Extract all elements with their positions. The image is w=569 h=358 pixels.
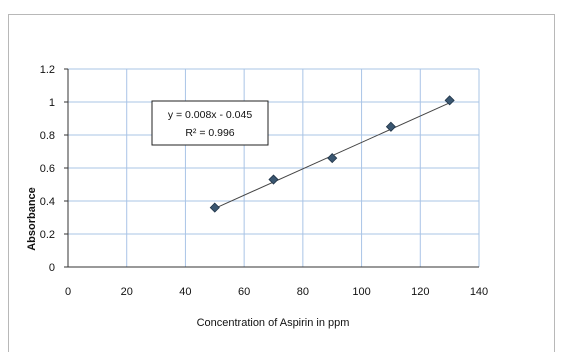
x-tick-label: 140 xyxy=(470,286,488,298)
data-points xyxy=(209,95,455,213)
equation-box: y = 0.008x - 0.045 R² = 0.996 xyxy=(151,100,269,146)
data-point xyxy=(268,174,279,185)
x-tick-label: 0 xyxy=(65,286,71,298)
y-axis-title: Absorbance xyxy=(26,187,38,251)
x-axis-title: Concentration of Aspirin in ppm xyxy=(197,317,350,329)
y-tick-label: 0.8 xyxy=(40,130,55,142)
x-tick-label: 120 xyxy=(411,286,429,298)
y-tick-label: 0 xyxy=(49,262,55,274)
axes xyxy=(67,69,479,268)
x-tick-label: 20 xyxy=(121,286,133,298)
y-tick-label: 0.4 xyxy=(40,196,55,208)
y-tick-labels: 0 0.2 0.4 0.6 0.8 1 1.2 xyxy=(40,64,55,274)
horizontal-gridlines xyxy=(64,68,479,268)
data-point xyxy=(327,153,338,164)
data-point xyxy=(444,95,455,106)
data-point xyxy=(209,202,220,213)
x-tick-label: 100 xyxy=(352,286,370,298)
x-tick-label: 40 xyxy=(179,286,191,298)
x-tick-label: 80 xyxy=(297,286,309,298)
chart-frame xyxy=(8,14,555,352)
r-squared-label: R² = 0.996 xyxy=(185,127,234,139)
equation-box-border xyxy=(151,100,269,146)
y-tick-label: 1.2 xyxy=(40,64,55,76)
x-tick-label: 60 xyxy=(238,286,250,298)
y-tick-label: 1 xyxy=(49,97,55,109)
y-tick-label: 0.2 xyxy=(40,229,55,241)
trendline-equation: y = 0.008x - 0.045 xyxy=(168,109,253,121)
y-tick-label: 0.6 xyxy=(40,163,55,175)
data-point xyxy=(385,121,396,132)
x-tick-labels: 0 20 40 60 80 100 120 140 xyxy=(65,286,488,298)
